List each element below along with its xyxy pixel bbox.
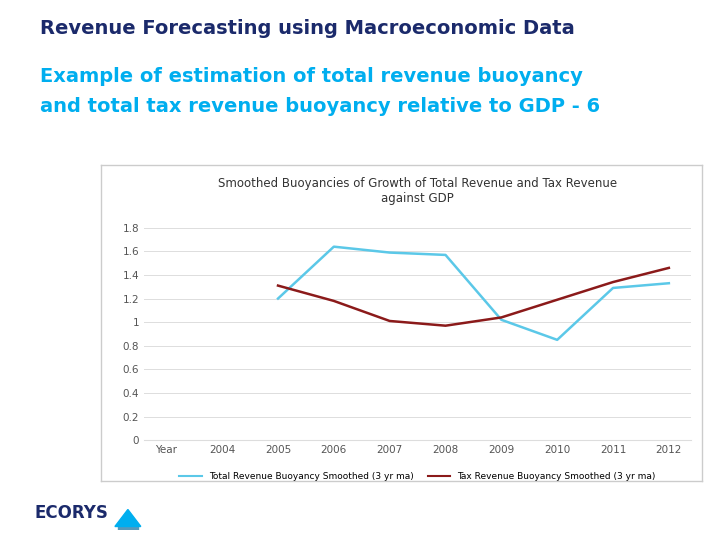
Polygon shape [115,510,141,526]
Text: ECORYS: ECORYS [35,504,109,522]
Text: Example of estimation of total revenue buoyancy: Example of estimation of total revenue b… [40,68,582,86]
Legend: Total Revenue Buoyancy Smoothed (3 yr ma), Tax Revenue Buoyancy Smoothed (3 yr m: Total Revenue Buoyancy Smoothed (3 yr ma… [176,469,660,485]
Text: and total tax revenue buoyancy relative to GDP - 6: and total tax revenue buoyancy relative … [40,97,600,116]
Title: Smoothed Buoyancies of Growth of Total Revenue and Tax Revenue
against GDP: Smoothed Buoyancies of Growth of Total R… [218,177,617,205]
Bar [117,526,138,530]
Text: Revenue Forecasting using Macroeconomic Data: Revenue Forecasting using Macroeconomic … [40,19,575,38]
